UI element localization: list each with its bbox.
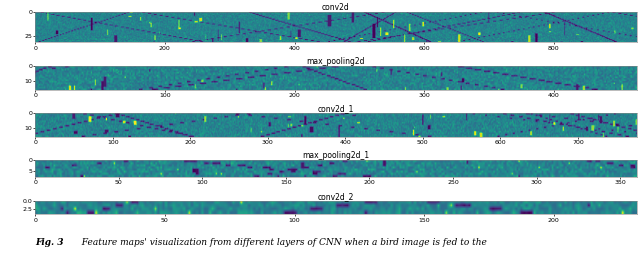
Title: conv2d_1: conv2d_1 (318, 104, 354, 113)
Title: max_pooling2d_1: max_pooling2d_1 (303, 152, 369, 161)
Text: Fig. 3: Fig. 3 (35, 238, 64, 247)
Title: conv2d_2: conv2d_2 (318, 192, 354, 201)
Title: max_pooling2d: max_pooling2d (307, 57, 365, 66)
Title: conv2d: conv2d (322, 3, 350, 12)
Text: Feature maps' visualization from different layers of CNN when a bird image is fe: Feature maps' visualization from differe… (76, 238, 487, 247)
